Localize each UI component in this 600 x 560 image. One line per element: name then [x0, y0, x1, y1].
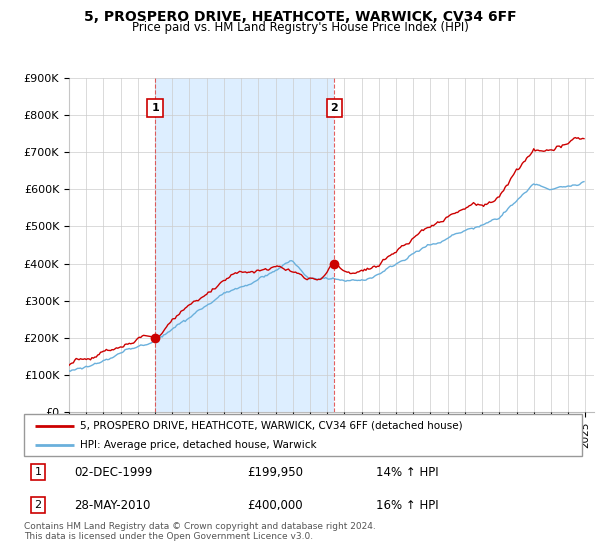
Text: 14% ↑ HPI: 14% ↑ HPI [376, 465, 438, 479]
Text: 1: 1 [34, 467, 41, 477]
Text: HPI: Average price, detached house, Warwick: HPI: Average price, detached house, Warw… [80, 440, 316, 450]
Text: Contains HM Land Registry data © Crown copyright and database right 2024.
This d: Contains HM Land Registry data © Crown c… [24, 522, 376, 542]
Text: 1: 1 [151, 103, 159, 113]
Text: 16% ↑ HPI: 16% ↑ HPI [376, 498, 438, 512]
Bar [155, 78, 334, 412]
Text: 5, PROSPERO DRIVE, HEATHCOTE, WARWICK, CV34 6FF (detached house): 5, PROSPERO DRIVE, HEATHCOTE, WARWICK, C… [80, 421, 463, 431]
Text: 28-MAY-2010: 28-MAY-2010 [74, 498, 151, 512]
Text: £400,000: £400,000 [247, 498, 303, 512]
Text: 2: 2 [34, 500, 41, 510]
Text: 2: 2 [331, 103, 338, 113]
Text: 5, PROSPERO DRIVE, HEATHCOTE, WARWICK, CV34 6FF: 5, PROSPERO DRIVE, HEATHCOTE, WARWICK, C… [83, 10, 517, 24]
Text: Price paid vs. HM Land Registry's House Price Index (HPI): Price paid vs. HM Land Registry's House … [131, 21, 469, 34]
Text: 02-DEC-1999: 02-DEC-1999 [74, 465, 152, 479]
Text: £199,950: £199,950 [247, 465, 303, 479]
